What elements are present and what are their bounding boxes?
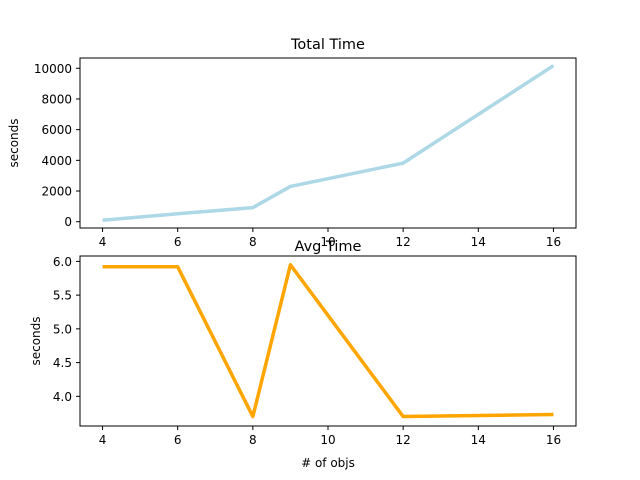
- avg-time-y-tick-label: 4.5: [53, 356, 72, 370]
- total-time-y-tick-label: 10000: [34, 62, 72, 76]
- total-time-y-tick-label: 0: [64, 215, 72, 229]
- total-time-axes-frame: [79, 57, 577, 229]
- avg-time-x-tick-label: 12: [396, 433, 411, 447]
- total-time-y-tick-label: 4000: [41, 154, 72, 168]
- total-time-x-tick-label: 10: [320, 235, 335, 249]
- avg-time-x-tick-label: 6: [174, 433, 182, 447]
- avg-time-x-tick-label: 10: [320, 433, 335, 447]
- total-time-x-tick-label: 8: [249, 235, 257, 249]
- avg-time-x-tick-label: 14: [471, 433, 486, 447]
- total-time-y-axis-label: seconds: [7, 118, 21, 167]
- avg-time-series-line: [102, 263, 554, 419]
- avg-time-axes-background: [80, 256, 576, 426]
- avg-time-x-tick-label: 8: [249, 433, 257, 447]
- avg-time-y-tick-label: 5.0: [53, 322, 72, 336]
- avg-time-x-tick-label: 4: [99, 433, 107, 447]
- total-time-y-tick-label: 6000: [41, 123, 72, 137]
- avg-time-plot: 4 6 8 10 12 14 16 4.0 4.5 5.0 5.5 6.0 Avg Time # of o…: [29, 239, 577, 470]
- avg-time-y-tick-label: 6.0: [53, 255, 72, 269]
- total-time-y-tick-label: 2000: [41, 185, 72, 199]
- avg-time-y-tick-label: 4.0: [53, 390, 72, 404]
- total-time-x-tick-label: 16: [546, 235, 561, 249]
- avg-time-x-tick-label: 16: [546, 433, 561, 447]
- avg-time-x-axis-label: # of objs: [301, 456, 355, 470]
- avg-time-y-tick-label: 5.5: [53, 289, 72, 303]
- total-time-title: Total Time: [290, 37, 365, 53]
- total-time-plot: 4 6 8 10 12 14 16 0 2000 4000 6000 8000 10000 Total T…: [7, 37, 577, 269]
- avg-time-y-axis-label: seconds: [29, 316, 43, 365]
- total-time-x-tick-label: 14: [471, 235, 486, 249]
- avg-time-title: Avg Time: [295, 239, 362, 255]
- total-time-y-tick-label: 8000: [41, 92, 72, 106]
- total-time-series-line: [102, 64, 555, 222]
- total-time-x-tick-label: 6: [174, 235, 182, 249]
- total-time-x-tick-label: 12: [396, 235, 411, 249]
- total-time-x-tick-label: 4: [99, 235, 107, 249]
